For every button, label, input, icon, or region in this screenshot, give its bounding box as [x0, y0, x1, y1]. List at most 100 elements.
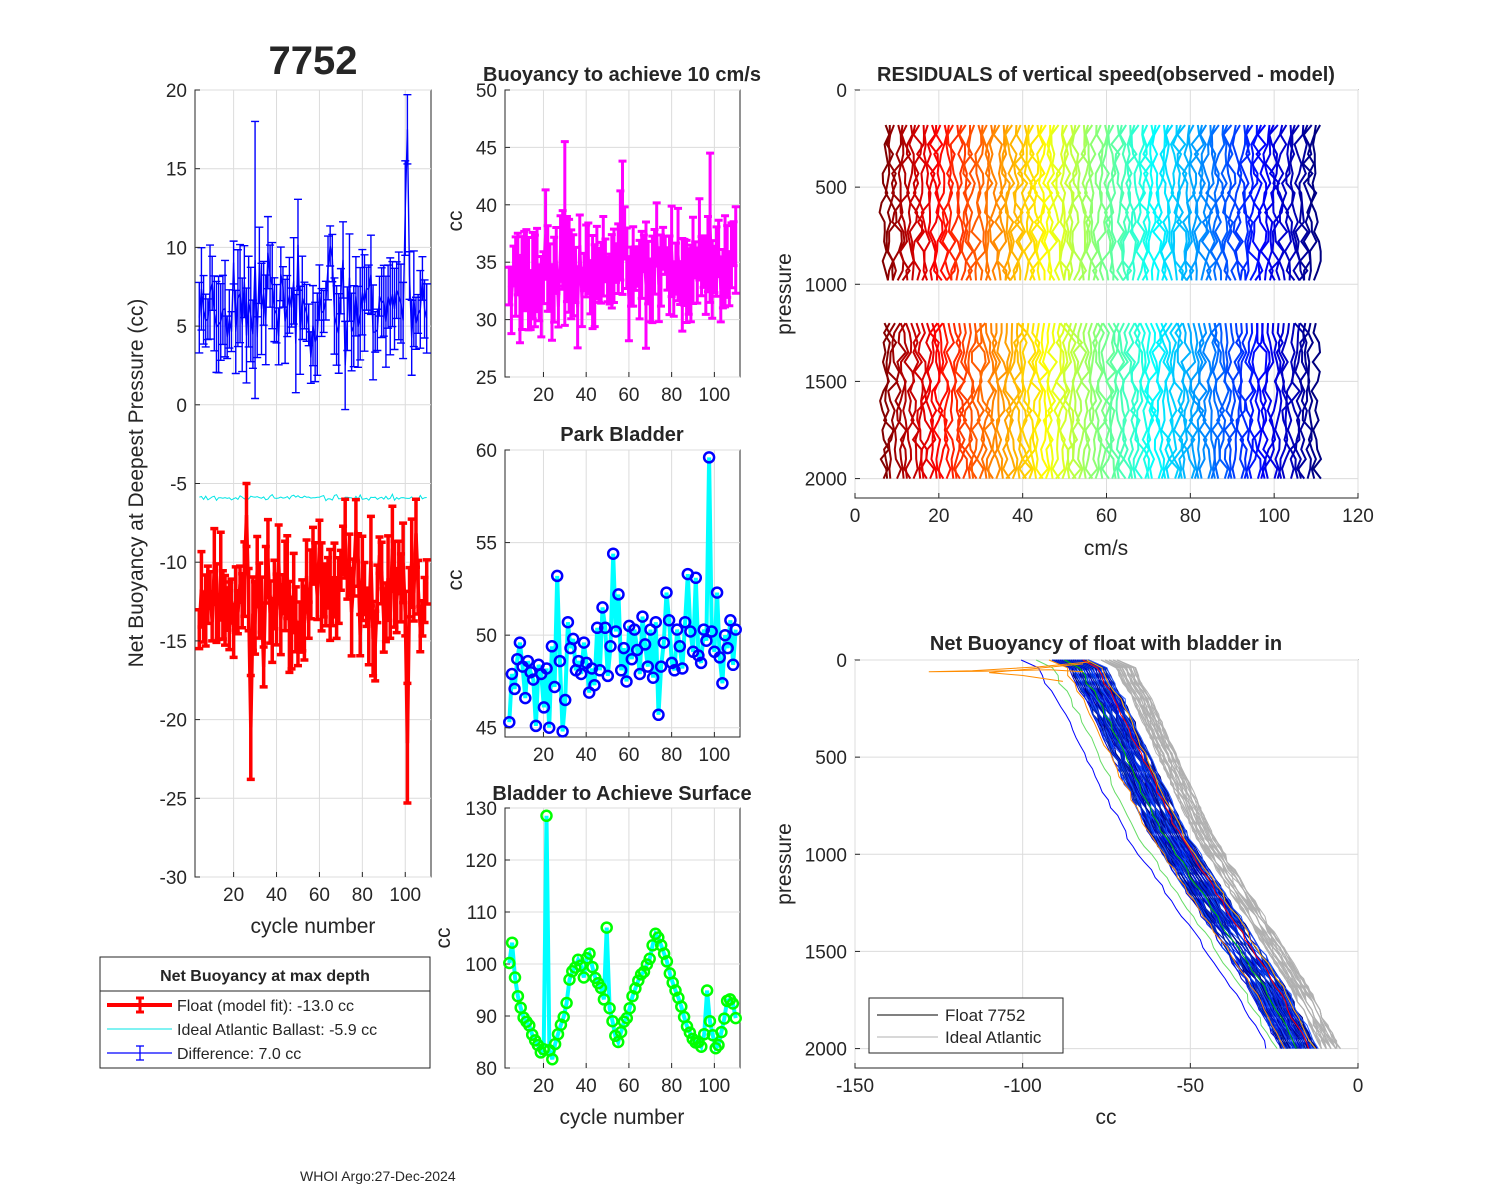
park-point-49	[633, 667, 647, 681]
park-point-21	[558, 693, 572, 707]
park-point-84	[726, 658, 740, 672]
park-point-74	[700, 634, 713, 647]
surf-ytick-label-5: 80	[476, 1059, 497, 1080]
resid-profile-27-1	[991, 323, 1002, 479]
profile-axes: -150 -100 -50 0 0 500 1000 1500 2000 Net Buoyanc…	[773, 633, 1363, 1129]
resid-profile-14-1	[937, 322, 949, 479]
resid-profile-34-1	[1021, 322, 1033, 480]
buoy-errorbar-0-62	[637, 229, 646, 300]
buoy-ytick-label-1: 45	[476, 138, 497, 159]
resid-profile-11-1	[925, 322, 937, 479]
resid-xtick-label-0: 0	[850, 506, 861, 527]
profile-legend-box	[868, 997, 1064, 1054]
net-ytick-label-3: 5	[176, 317, 187, 338]
surf-point-58	[669, 984, 682, 997]
surf-ytick-label-4: 90	[476, 1007, 497, 1028]
resid-profile-52-0	[1096, 124, 1109, 281]
resid-profile-97-1	[1285, 322, 1297, 479]
surf-point-45	[632, 974, 645, 987]
buoy-ytick-label-3: 35	[476, 253, 497, 274]
surface-bladder-title: Bladder to Achieve Surface	[492, 783, 751, 805]
resid-xtick-label-5: 100	[1258, 506, 1290, 527]
park-point-66	[678, 615, 692, 629]
resid-profile-46-1	[1071, 322, 1084, 480]
net-xtick-label-0: 20	[223, 885, 244, 906]
park-point-42	[614, 664, 628, 677]
resid-profile-93-0	[1268, 124, 1281, 281]
net-errorbar-2-95	[399, 281, 408, 360]
resid-profile-93-1	[1268, 323, 1280, 479]
profile-xlabel: cc	[1096, 1106, 1117, 1129]
resid-profile-91-0	[1259, 124, 1272, 281]
park-point-65	[676, 662, 689, 675]
resid-profile-102-1	[1306, 322, 1317, 479]
resid-profile-34-0	[1023, 124, 1033, 281]
resid-profile-21-1	[966, 322, 979, 480]
net-errorbar-2-5	[206, 244, 215, 340]
resid-xtick-label-3: 60	[1096, 506, 1117, 527]
net-buoyancy-xlabel: cycle number	[251, 915, 376, 938]
park-point-41	[612, 588, 625, 601]
resid-profile-22-1	[970, 322, 983, 479]
surf-point-13	[540, 809, 553, 823]
net-errorbar-2-77	[360, 254, 369, 352]
resid-profile-92-1	[1264, 323, 1277, 479]
resid-profile-23-0	[975, 124, 987, 281]
net-buoyancy-legend: Net Buoyancy at max depth Float (model f…	[99, 956, 431, 1069]
net-errorbar-2-15	[227, 311, 236, 353]
park-point-68	[684, 625, 697, 638]
resid-profile-82-0	[1222, 124, 1234, 281]
park-point-56	[652, 708, 665, 722]
resid-profile-58-1	[1122, 322, 1134, 479]
resid-profile-103-1	[1310, 322, 1323, 480]
park-point-81	[718, 628, 732, 642]
park-point-37	[601, 669, 615, 683]
buoy-ytick-label-5: 25	[476, 368, 497, 389]
buoy-errorbar-0-95	[708, 239, 717, 320]
park-point-60	[662, 614, 676, 627]
resid-ytick-label-1: 500	[815, 178, 847, 199]
surf-point-12	[537, 1043, 550, 1056]
resid-profile-83-1	[1226, 322, 1237, 479]
prof-ideal-curve-21	[1104, 659, 1327, 1049]
park-point-71	[692, 649, 705, 662]
resid-profile-75-0	[1193, 124, 1205, 281]
buoy-xtick-label-2: 60	[618, 385, 639, 406]
buoyancy-axes: 20 40 60 80 100 50 45 40 35 30 25 Buoyancy to achi…	[444, 64, 761, 406]
surface-bladder-axes: 20 40 60 80 100 130 120 110 100 90 80 Bladder to A…	[432, 783, 752, 1129]
net-ytick-label-6: -10	[160, 553, 187, 574]
park-point-36	[598, 621, 612, 635]
park-point-63	[670, 623, 684, 636]
buoy-ytick-label-4: 30	[476, 311, 497, 332]
surf-point-28	[583, 947, 596, 960]
buoy-xtick-label-4: 100	[699, 385, 731, 406]
park-point-47	[628, 623, 641, 636]
net-errorbar-2-89	[386, 257, 395, 356]
resid-profile-28-1	[995, 323, 1008, 479]
prof-float-curve-68	[1088, 659, 1318, 1049]
resid-xtick-label-4: 80	[1180, 506, 1201, 527]
resid-profile-10-1	[920, 322, 933, 479]
park-xtick-label-0: 20	[533, 745, 554, 766]
resid-profile-90-1	[1256, 323, 1268, 479]
buoy-errorbar-0-26	[560, 140, 569, 327]
buoy-errorbar-0-23	[554, 284, 563, 329]
surf-point-0	[503, 956, 516, 970]
surf-xtick-label-1: 40	[576, 1076, 597, 1097]
resid-profile-103-0	[1310, 124, 1322, 281]
surf-point-69	[700, 984, 714, 997]
net-buoyancy-axes: 20 40 60 80 100 20 15 10 5 0 -5 -10 -15 -20 -25 -30 cyc…	[125, 81, 432, 938]
buoy-errorbar-0-64	[642, 220, 650, 350]
resid-profile-88-1	[1247, 323, 1259, 479]
park-point-73	[697, 623, 711, 636]
profile-legend-float-label: Float 7752	[945, 1006, 1025, 1025]
surf-point-2	[508, 971, 522, 984]
residuals-axes: 0 20 40 60 80 100 120 0 500 1000 1500 2000 RESIDUAL…	[773, 64, 1374, 560]
prof-outlier-curve-1	[1064, 659, 1297, 1049]
surf-point-26	[577, 971, 591, 984]
resid-profile-13-1	[932, 322, 945, 480]
resid-profile-25-0	[983, 124, 995, 281]
resid-profile-64-0	[1147, 124, 1157, 281]
resid-profile-100-1	[1297, 322, 1310, 479]
park-point-32	[588, 678, 601, 692]
